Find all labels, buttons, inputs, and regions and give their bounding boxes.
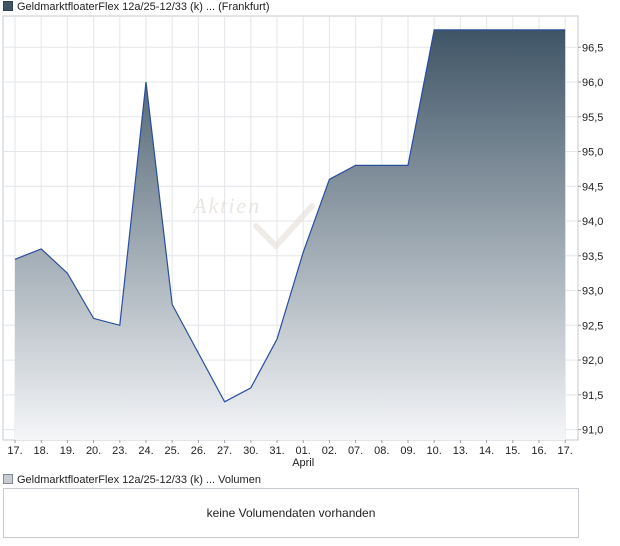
x-tick-label: 18. — [34, 445, 49, 457]
x-tick-label: 19. — [60, 445, 75, 457]
watermark: Aktien — [191, 193, 315, 249]
volume-empty-message: keine Volumendaten vorhanden — [206, 506, 376, 520]
x-tick-label: 07. — [348, 445, 363, 457]
x-tick-label: 23. — [112, 445, 127, 457]
y-axis: 91,0 91,5 92,0 92,5 93,0 93,5 94,0 94,5 95,0 95,5… — [578, 42, 603, 437]
y-tick-label: 91,0 — [582, 425, 603, 437]
x-axis: 17. 18. 19. 20. 23. 24. 25. 26. 27. 30. 31. 01. 02. 0… — [7, 440, 573, 469]
price-legend-swatch — [3, 1, 13, 11]
volume-legend: GeldmarktfloaterFlex 12a/25-12/33 (k) ..… — [3, 473, 261, 487]
watermark-text: Aktien — [191, 193, 261, 218]
y-tick-label: 96,0 — [582, 77, 603, 89]
x-tick-label: 09. — [400, 445, 415, 457]
x-tick-label: 16. — [531, 445, 546, 457]
price-legend-label: GeldmarktfloaterFlex 12a/25-12/33 (k) ..… — [17, 1, 270, 13]
y-tick-label: 93,5 — [582, 251, 603, 263]
x-tick-label: 30. — [243, 445, 258, 457]
volume-panel: keine Volumendaten vorhanden — [3, 488, 579, 538]
y-tick-label: 94,0 — [582, 216, 603, 228]
x-tick-label: 24. — [138, 445, 153, 457]
x-tick-label: 10. — [427, 445, 442, 457]
y-tick-label: 95,5 — [582, 112, 603, 124]
x-tick-label: 08. — [374, 445, 389, 457]
y-tick-label: 95,0 — [582, 147, 603, 159]
y-tick-label: 94,5 — [582, 181, 603, 193]
price-area-fill — [15, 29, 566, 441]
x-tick-label: 14. — [479, 445, 494, 457]
x-tick-label: 01. — [296, 445, 311, 457]
x-tick-label: 27. — [217, 445, 232, 457]
x-tick-label: 15. — [505, 445, 520, 457]
price-line — [14, 29, 566, 403]
x-tick-label: 25. — [165, 445, 180, 457]
x-month-label: April — [292, 457, 314, 469]
x-tick-label: 13. — [453, 445, 468, 457]
volume-legend-swatch — [3, 474, 13, 484]
x-tick-label: 31. — [269, 445, 284, 457]
x-tick-label: 17. — [7, 445, 22, 457]
x-tick-label: 20. — [86, 445, 101, 457]
x-tick-label: 17. — [558, 445, 573, 457]
y-tick-label: 96,5 — [582, 42, 603, 54]
price-chart: Aktien 91,091,592,092,593,093,594,094,59… — [2, 15, 603, 469]
watermark-check-icon — [253, 203, 315, 249]
x-tick-label: 02. — [322, 445, 337, 457]
x-tick-label: 26. — [191, 445, 206, 457]
y-tick-label: 92,5 — [582, 320, 603, 332]
y-tick-label: 93,0 — [582, 286, 603, 298]
y-tick-label: 91,5 — [582, 390, 603, 402]
price-legend: GeldmarktfloaterFlex 12a/25-12/33 (k) ..… — [3, 0, 269, 14]
volume-legend-label: GeldmarktfloaterFlex 12a/25-12/33 (k) ..… — [17, 474, 261, 486]
y-tick-label: 92,0 — [582, 355, 603, 367]
